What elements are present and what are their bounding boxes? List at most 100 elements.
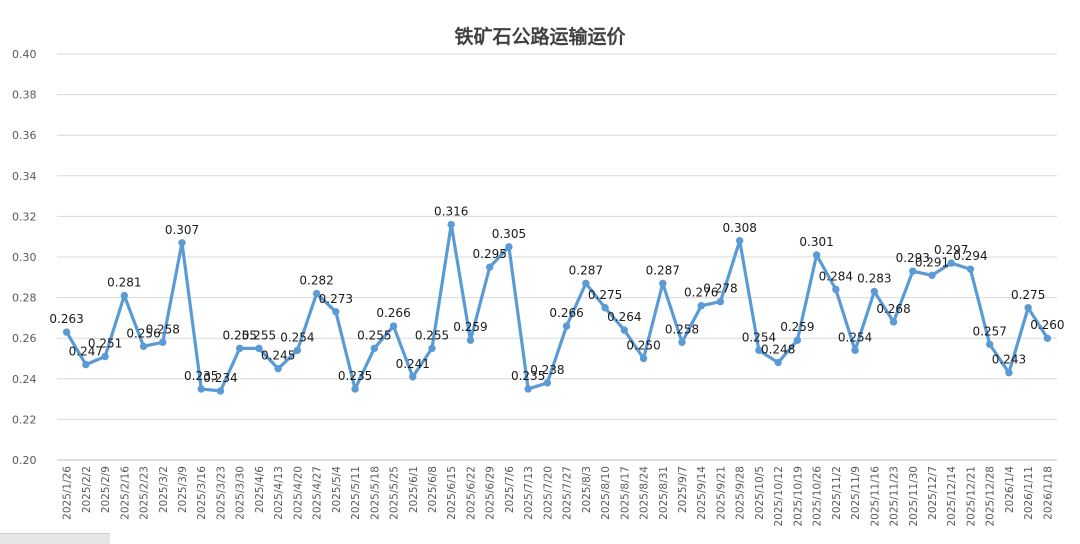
data-label: 0.238 — [530, 363, 564, 377]
x-tick-label: 2025/10/19 — [792, 466, 804, 527]
data-label: 0.301 — [799, 235, 833, 249]
data-label: 0.234 — [203, 371, 237, 385]
x-tick-label: 2025/3/2 — [158, 466, 170, 513]
data-label: 0.266 — [376, 306, 410, 320]
x-tick-label: 2025/12/28 — [985, 466, 997, 527]
data-point — [505, 243, 513, 251]
data-point — [139, 342, 148, 351]
x-tick-label: 2025/6/15 — [446, 466, 458, 520]
x-tick-label: 2026/1/18 — [1042, 466, 1054, 520]
data-label: 0.254 — [838, 330, 872, 344]
y-tick-label: 0.28 — [12, 292, 37, 305]
data-point — [812, 251, 821, 259]
data-point — [120, 291, 129, 300]
y-tick-label: 0.40 — [12, 48, 37, 61]
data-point — [62, 328, 71, 336]
data-point — [774, 358, 782, 367]
data-point — [197, 385, 205, 393]
data-label: 0.247 — [69, 345, 103, 359]
data-point — [255, 344, 263, 353]
data-label: 0.255 — [242, 328, 276, 342]
data-point — [274, 364, 282, 373]
data-label: 0.235 — [511, 369, 545, 383]
data-point — [716, 297, 725, 306]
x-tick-label: 2025/6/22 — [465, 466, 477, 520]
data-label: 0.243 — [992, 353, 1026, 367]
y-tick-label: 0.36 — [12, 129, 37, 142]
data-point — [101, 352, 109, 361]
data-point — [620, 326, 629, 334]
data-point — [755, 346, 763, 355]
data-point — [351, 385, 359, 393]
x-tick-label: 2025/11/30 — [908, 466, 920, 527]
data-label: 0.297 — [934, 243, 968, 257]
series-line — [65, 222, 1049, 393]
data-label: 0.275 — [588, 288, 622, 302]
x-tick-label: 2025/4/27 — [312, 466, 324, 520]
x-tick-label: 2025/7/13 — [523, 466, 535, 520]
data-label: 0.251 — [88, 336, 122, 350]
data-label: 0.264 — [607, 310, 641, 324]
data-label: 0.278 — [703, 282, 737, 296]
x-tick-label: 2025/8/31 — [658, 466, 670, 520]
data-label: 0.294 — [953, 249, 987, 263]
data-label: 0.258 — [665, 322, 699, 336]
x-tick-label: 2025/7/6 — [504, 466, 516, 513]
x-tick-label: 2025/4/6 — [254, 466, 266, 513]
x-tick-label: 2025/5/25 — [389, 466, 401, 520]
x-tick-label: 2025/2/16 — [119, 466, 131, 520]
data-label: 0.275 — [1011, 288, 1045, 302]
data-label: 0.295 — [473, 247, 507, 261]
data-label: 0.316 — [434, 205, 468, 219]
data-label: 0.282 — [299, 274, 333, 288]
data-point — [389, 322, 398, 330]
x-tick-label: 2025/8/24 — [639, 466, 651, 520]
data-point — [985, 340, 994, 348]
data-point — [678, 338, 686, 346]
data-label: 0.245 — [261, 349, 295, 363]
x-tick-label: 2025/3/16 — [196, 466, 208, 520]
x-tick-label: 2025/7/20 — [542, 466, 554, 520]
data-point — [870, 287, 879, 296]
y-tick-label: 0.22 — [12, 413, 37, 426]
data-point — [370, 344, 379, 353]
y-tick-label: 0.38 — [12, 89, 37, 102]
data-label: 0.276 — [684, 286, 718, 300]
data-label: 0.259 — [780, 320, 814, 334]
x-tick-label: 2025/11/9 — [850, 466, 862, 520]
data-point — [466, 336, 475, 344]
x-tick-label: 2025/6/1 — [408, 466, 420, 513]
x-tick-label: 2025/6/8 — [427, 466, 439, 513]
x-tick-label: 2025/3/9 — [177, 466, 189, 513]
data-label: 0.268 — [876, 302, 910, 316]
data-point — [1024, 304, 1032, 312]
chart-title: 铁矿石公路运输运价 — [454, 26, 626, 48]
x-tick-label: 2025/5/18 — [369, 466, 381, 520]
data-label: 0.259 — [453, 320, 487, 334]
x-tick-label: 2025/8/3 — [581, 466, 593, 513]
x-tick-label: 2025/4/20 — [292, 466, 304, 520]
data-label: 0.293 — [896, 251, 930, 265]
data-point — [159, 338, 167, 346]
x-tick-label: 2025/11/2 — [831, 466, 843, 520]
x-tick-label: 2025/9/14 — [696, 466, 708, 520]
data-label: 0.255 — [357, 328, 391, 342]
data-label: 0.258 — [146, 322, 180, 336]
data-point — [851, 346, 859, 355]
x-tick-label: 2025/8/17 — [619, 466, 631, 520]
x-tick-label: 2025/11/23 — [889, 466, 901, 527]
x-tick-label: 2025/10/26 — [812, 466, 824, 527]
y-tick-label: 0.24 — [12, 373, 37, 386]
x-tick-label: 2025/4/13 — [273, 466, 285, 520]
data-point — [601, 304, 609, 312]
data-point — [235, 344, 244, 353]
data-point — [447, 220, 455, 229]
data-point — [293, 346, 302, 355]
data-point — [832, 285, 840, 294]
data-point — [524, 385, 532, 393]
y-tick-label: 0.32 — [12, 210, 37, 223]
x-tick-label: 2025/3/30 — [235, 466, 247, 520]
y-tick-label: 0.34 — [12, 170, 37, 183]
x-tick-label: 2025/9/21 — [715, 466, 727, 520]
data-point — [735, 237, 744, 245]
